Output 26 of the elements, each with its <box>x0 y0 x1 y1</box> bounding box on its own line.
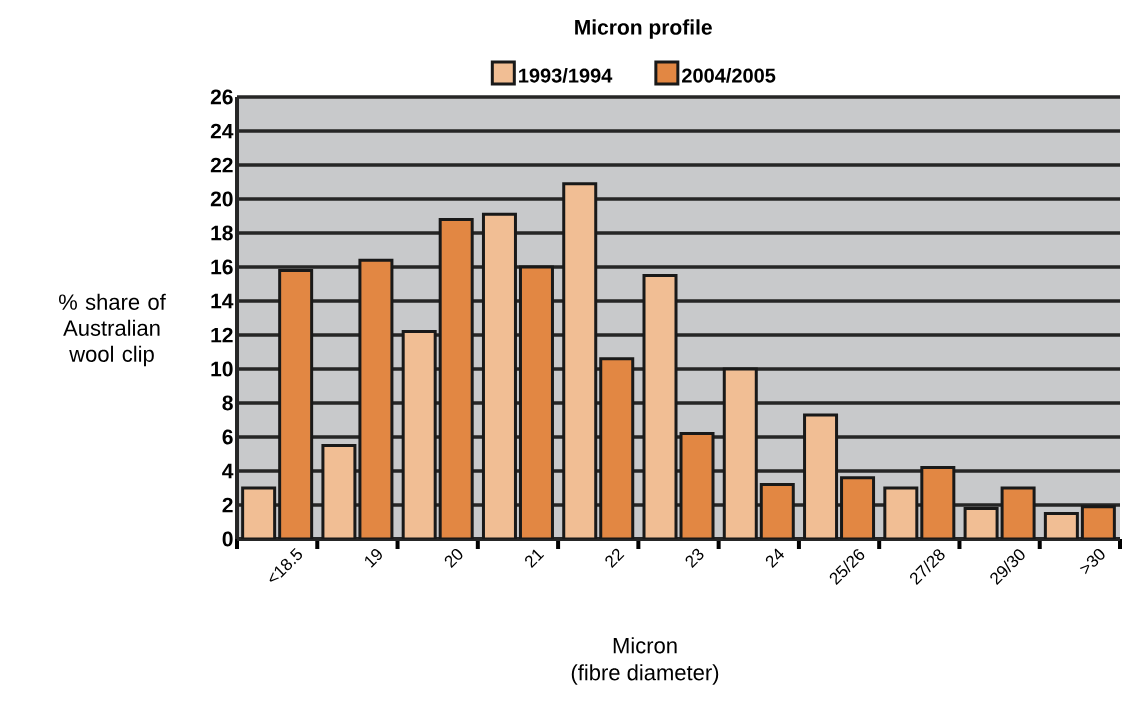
x-tick-label: 23 <box>685 548 704 568</box>
legend-label: 1993/1994 <box>519 67 613 83</box>
legend-label: 2004/2005 <box>682 67 776 83</box>
y-tick-label: 4 <box>222 463 234 479</box>
x-tick-label: 22 <box>605 548 625 568</box>
y-tick-label: 14 <box>211 293 234 309</box>
y-tick-label: 16 <box>211 259 233 275</box>
y-tick-label: 10 <box>211 361 233 377</box>
x-tick-label: 20 <box>444 549 463 568</box>
y-tick-label: 26 <box>210 89 233 105</box>
x-tick-label: >30 <box>1079 549 1105 575</box>
y-axis-title: % share of Australian wool clip <box>58 293 166 367</box>
chart-title: Micron profile <box>575 19 712 39</box>
x-tick-label: 24 <box>765 548 785 568</box>
y-tick-label: 2 <box>222 497 233 513</box>
y-tick-label: 22 <box>210 157 233 173</box>
y-tick-label: 18 <box>211 225 233 241</box>
y-tick-label: 24 <box>210 123 234 139</box>
y-tick-label: 0 <box>222 531 233 547</box>
x-tick-label: 21 <box>525 549 545 568</box>
x-axis-title: Micron (fibre diameter) <box>571 637 719 685</box>
x-tick-label: 19 <box>365 549 382 568</box>
y-tick-label: 20 <box>210 191 233 207</box>
y-tick-label: 8 <box>222 395 233 411</box>
y-tick-label: 12 <box>211 327 233 343</box>
y-tick-label: 6 <box>222 429 233 445</box>
